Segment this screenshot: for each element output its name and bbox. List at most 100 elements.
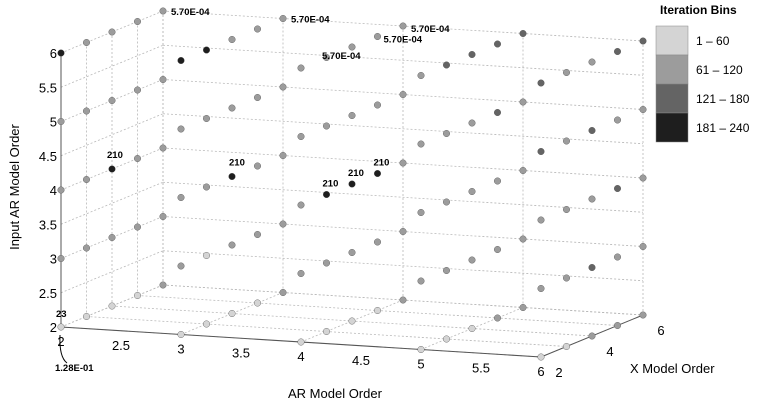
- legend-title: Iteration Bins: [660, 3, 737, 17]
- data-point: [57, 117, 65, 125]
- z-axis-label: Input AR Model Order: [7, 123, 22, 249]
- data-point: [374, 238, 382, 246]
- back-wall-gridline: [162, 44, 644, 76]
- point-annotation: 23: [56, 309, 67, 320]
- z-tick-label: 5.5: [39, 80, 57, 95]
- data-point: [253, 299, 261, 307]
- z-tick-label: 5: [50, 115, 57, 130]
- y-tick-label: 4: [606, 344, 613, 359]
- points-layer: [57, 7, 647, 361]
- data-point: [639, 105, 647, 113]
- data-point: [417, 71, 425, 79]
- data-point: [519, 166, 527, 174]
- data-point: [374, 101, 382, 109]
- data-point: [323, 54, 331, 62]
- data-point: [443, 129, 451, 137]
- data-point: [228, 36, 236, 44]
- data-point: [614, 116, 622, 124]
- data-point: [108, 28, 116, 36]
- data-point: [253, 230, 261, 238]
- x-axis-label: AR Model Order: [288, 386, 383, 401]
- data-point: [159, 281, 167, 289]
- data-point: [297, 338, 305, 346]
- data-point: [133, 86, 141, 94]
- data-point: [159, 7, 167, 15]
- legend-swatch: [655, 112, 689, 143]
- data-point: [348, 180, 356, 188]
- point-annotation: 210: [348, 168, 364, 179]
- data-point: [639, 311, 647, 319]
- point-annotation: 5.70E-04: [291, 15, 330, 26]
- data-point: [468, 256, 476, 264]
- data-point: [202, 114, 210, 122]
- z-tick-label: 4.5: [39, 149, 57, 164]
- z-tick-label: 2.5: [39, 286, 57, 301]
- data-point: [519, 30, 527, 38]
- legend-label: 181 – 240: [696, 121, 750, 135]
- annotations-layer: 5.70E-045.70E-045.70E-045.70E-045.70E-04…: [55, 7, 450, 374]
- data-point: [108, 165, 116, 173]
- data-point: [588, 332, 596, 340]
- data-point: [537, 216, 545, 224]
- data-point: [323, 122, 331, 130]
- data-point: [228, 310, 236, 318]
- point-annotation: 5.70E-04: [171, 7, 210, 18]
- data-point: [588, 264, 596, 272]
- data-point: [82, 107, 90, 115]
- data-point: [228, 172, 236, 180]
- data-point: [57, 323, 65, 331]
- data-point: [563, 205, 571, 213]
- data-point: [614, 184, 622, 192]
- data-point: [279, 220, 287, 228]
- data-point: [537, 147, 545, 155]
- data-point: [108, 233, 116, 241]
- point-annotation: 210: [107, 150, 123, 161]
- data-point: [202, 183, 210, 191]
- data-point: [519, 98, 527, 106]
- data-point: [417, 277, 425, 285]
- data-point: [614, 253, 622, 261]
- y-axis-label: X Model Order: [630, 361, 715, 376]
- data-point: [108, 96, 116, 104]
- data-point: [614, 48, 622, 56]
- data-point: [443, 267, 451, 275]
- data-point: [279, 83, 287, 91]
- data-point: [519, 235, 527, 243]
- point-annotation: 5.70E-04: [411, 24, 450, 35]
- data-point: [133, 18, 141, 26]
- point-annotation: 1.28E-01: [55, 363, 94, 374]
- back-wall-gridline: [162, 181, 644, 213]
- data-point: [57, 49, 65, 57]
- z-tick-label: 2: [50, 320, 57, 335]
- data-point: [202, 251, 210, 259]
- legend-swatch: [655, 25, 689, 56]
- x-tick-label: 2: [57, 334, 64, 349]
- z-tick-label: 3: [50, 252, 57, 267]
- data-point: [133, 154, 141, 162]
- data-point: [348, 248, 356, 256]
- data-point: [202, 46, 210, 54]
- data-point: [443, 61, 451, 69]
- data-point: [159, 75, 167, 83]
- z-tick-label: 6: [50, 46, 57, 61]
- data-point: [228, 241, 236, 249]
- data-point: [563, 274, 571, 282]
- data-point: [279, 289, 287, 297]
- data-point: [468, 187, 476, 195]
- point-annotation: 5.70E-04: [322, 51, 361, 62]
- data-point: [537, 285, 545, 293]
- z-tick-label: 4: [50, 183, 57, 198]
- data-point: [177, 193, 185, 201]
- point-annotation: 210: [323, 179, 339, 190]
- back-wall-gridline: [162, 250, 644, 282]
- x-tick-label: 5: [417, 357, 424, 372]
- data-point: [348, 317, 356, 325]
- data-point: [177, 57, 185, 65]
- data-point: [588, 195, 596, 203]
- data-point: [494, 245, 502, 253]
- data-point: [537, 353, 545, 361]
- data-point: [563, 343, 571, 351]
- x-tick-label: 4: [297, 349, 304, 364]
- data-point: [253, 162, 261, 170]
